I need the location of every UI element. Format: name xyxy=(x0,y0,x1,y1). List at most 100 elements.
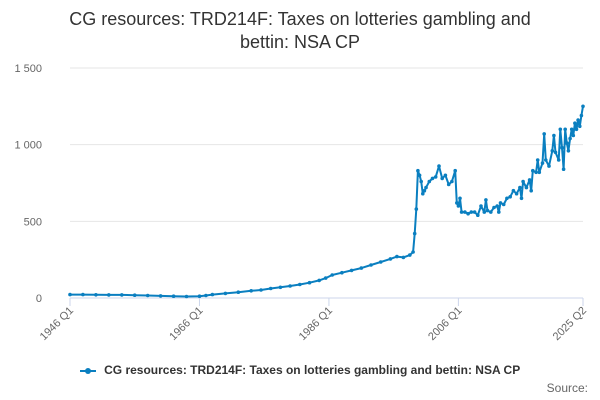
data-point[interactable] xyxy=(540,161,545,165)
data-point[interactable] xyxy=(317,278,322,283)
data-point[interactable] xyxy=(529,188,533,193)
data-point[interactable] xyxy=(565,141,569,145)
data-point[interactable] xyxy=(535,158,540,162)
data-point[interactable] xyxy=(563,127,567,132)
data-point[interactable] xyxy=(581,104,585,109)
data-point[interactable] xyxy=(569,127,574,132)
data-point[interactable] xyxy=(531,168,535,173)
data-point[interactable] xyxy=(576,118,580,122)
data-point[interactable] xyxy=(210,292,215,297)
data-point[interactable] xyxy=(519,196,524,201)
data-point[interactable] xyxy=(573,121,577,125)
data-point[interactable] xyxy=(495,204,500,208)
data-point[interactable] xyxy=(424,185,428,190)
legend[interactable]: CG resources: TRD214F: Taxes on lotterie… xyxy=(0,363,600,377)
data-point[interactable] xyxy=(537,170,542,175)
data-point[interactable] xyxy=(443,173,448,178)
data-point[interactable] xyxy=(414,207,419,211)
data-point[interactable] xyxy=(508,195,512,199)
data-point[interactable] xyxy=(453,168,458,173)
data-point[interactable] xyxy=(456,204,461,208)
data-point[interactable] xyxy=(412,231,417,236)
data-point[interactable] xyxy=(560,145,564,150)
data-point[interactable] xyxy=(534,170,538,175)
data-point[interactable] xyxy=(524,185,529,190)
data-point[interactable] xyxy=(94,293,98,297)
data-point[interactable] xyxy=(223,291,228,296)
data-point[interactable] xyxy=(469,210,474,214)
data-point[interactable] xyxy=(558,127,563,132)
data-point[interactable] xyxy=(579,113,584,118)
data-point[interactable] xyxy=(550,149,555,153)
data-point[interactable] xyxy=(422,188,427,193)
data-point[interactable] xyxy=(268,286,273,291)
data-point[interactable] xyxy=(417,173,422,178)
data-point[interactable] xyxy=(472,210,477,214)
data-point[interactable] xyxy=(349,268,354,273)
data-point[interactable] xyxy=(561,167,566,171)
data-point[interactable] xyxy=(485,208,490,213)
data-point[interactable] xyxy=(171,294,176,299)
data-point[interactable] xyxy=(527,178,532,182)
data-point[interactable] xyxy=(542,132,546,136)
data-point[interactable] xyxy=(552,133,556,138)
data-point[interactable] xyxy=(388,257,393,261)
data-point[interactable] xyxy=(395,254,399,259)
data-point[interactable] xyxy=(107,293,111,297)
data-point[interactable] xyxy=(158,294,163,298)
data-point[interactable] xyxy=(458,196,462,201)
data-point[interactable] xyxy=(184,294,189,299)
data-point[interactable] xyxy=(492,205,496,210)
data-point[interactable] xyxy=(68,292,72,297)
data-point[interactable] xyxy=(446,182,451,187)
data-point[interactable] xyxy=(236,290,241,295)
data-point[interactable] xyxy=(378,260,383,264)
data-point[interactable] xyxy=(427,179,432,184)
data-point[interactable] xyxy=(476,213,480,217)
data-point[interactable] xyxy=(466,211,470,216)
data-point[interactable] xyxy=(511,188,516,193)
data-point[interactable] xyxy=(501,202,506,207)
data-point[interactable] xyxy=(369,263,373,267)
data-point[interactable] xyxy=(298,282,302,287)
data-point[interactable] xyxy=(440,176,445,181)
data-point[interactable] xyxy=(249,289,253,293)
data-point[interactable] xyxy=(484,198,488,202)
data-point[interactable] xyxy=(416,168,420,173)
data-point[interactable] xyxy=(566,149,571,153)
data-point[interactable] xyxy=(553,150,558,155)
data-point[interactable] xyxy=(505,196,509,201)
data-point[interactable] xyxy=(455,201,459,205)
data-point[interactable] xyxy=(204,293,208,298)
data-point[interactable] xyxy=(463,210,467,214)
data-point[interactable] xyxy=(145,293,150,298)
data-point[interactable] xyxy=(578,124,582,129)
data-point[interactable] xyxy=(450,179,454,184)
data-point[interactable] xyxy=(419,179,424,184)
data-point[interactable] xyxy=(518,185,522,190)
data-point[interactable] xyxy=(330,273,335,277)
data-point[interactable] xyxy=(401,255,406,260)
data-point[interactable] xyxy=(421,191,425,196)
data-point[interactable] xyxy=(544,158,548,162)
data-point[interactable] xyxy=(288,284,292,288)
data-point[interactable] xyxy=(497,210,501,214)
data-point[interactable] xyxy=(259,288,263,292)
data-point[interactable] xyxy=(574,127,579,132)
data-point[interactable] xyxy=(430,176,435,181)
data-point[interactable] xyxy=(482,210,487,214)
data-point[interactable] xyxy=(408,253,412,257)
data-point[interactable] xyxy=(197,294,202,299)
data-point[interactable] xyxy=(307,280,312,285)
data-point[interactable] xyxy=(521,179,525,184)
data-point[interactable] xyxy=(479,204,483,208)
data-point[interactable] xyxy=(571,133,576,138)
data-point[interactable] xyxy=(459,210,464,214)
data-point[interactable] xyxy=(514,191,519,196)
data-point[interactable] xyxy=(81,292,85,297)
data-point[interactable] xyxy=(120,293,124,297)
data-point[interactable] xyxy=(278,285,283,290)
data-point[interactable] xyxy=(489,210,493,214)
data-point[interactable] xyxy=(359,266,364,270)
data-point[interactable] xyxy=(340,270,344,275)
